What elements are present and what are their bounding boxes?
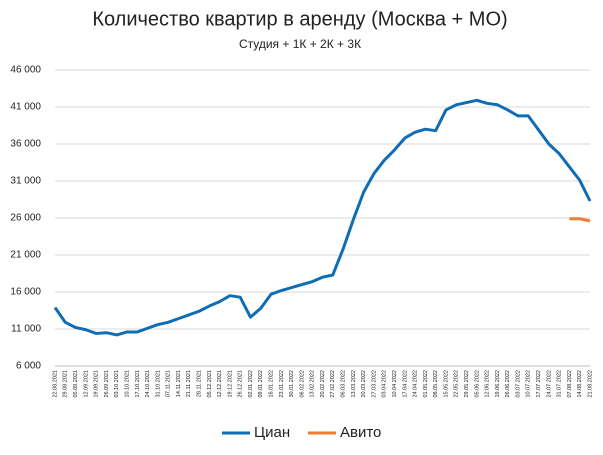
x-tick-label: 14.08.2022 [577, 370, 583, 398]
y-tick-label: 16 000 [10, 287, 41, 298]
x-tick-label: 19.06.2022 [495, 370, 501, 398]
x-tick-label: 17.04.2022 [402, 370, 408, 398]
chart-subtitle: Студия + 1К + 2К + 3К [239, 37, 361, 51]
x-tick-label: 10.04.2022 [392, 370, 398, 398]
x-tick-label: 30.01.2022 [289, 370, 295, 398]
x-tick-label: 29.05.2022 [464, 370, 470, 398]
x-tick-label: 17.07.2022 [536, 370, 542, 398]
x-tick-label: 07.08.2022 [567, 370, 573, 398]
x-tick-label: 23.01.2022 [279, 370, 285, 398]
legend-label: Циан [254, 424, 290, 441]
x-tick-label: 27.02.2022 [330, 370, 336, 398]
x-tick-label: 10.10.2021 [124, 370, 130, 398]
x-tick-label: 13.03.2022 [351, 370, 357, 398]
x-tick-label: 31.07.2022 [557, 370, 563, 398]
x-tick-label: 22.05.2022 [454, 370, 460, 398]
x-tick-label: 03.07.2022 [515, 370, 521, 398]
y-tick-label: 6 000 [16, 361, 41, 372]
x-tick-label: 10.07.2022 [526, 370, 532, 398]
x-tick-label: 03.10.2021 [114, 370, 120, 398]
x-tick-label: 12.09.2021 [83, 370, 89, 398]
x-tick-label: 01.05.2022 [423, 370, 429, 398]
x-tick-label: 19.09.2021 [94, 370, 100, 398]
x-tick-label: 12.06.2022 [485, 370, 491, 398]
x-tick-label: 03.04.2022 [382, 370, 388, 398]
x-tick-label: 05.09.2021 [73, 370, 79, 398]
y-tick-label: 11 000 [11, 324, 41, 335]
x-tick-label: 05.12.2021 [207, 370, 213, 398]
x-tick-label: 06.02.2022 [299, 370, 305, 398]
series-line [569, 217, 591, 223]
x-tick-label: 15.05.2022 [443, 370, 449, 398]
x-tick-label: 24.07.2022 [546, 370, 552, 398]
chart-title: Количество квартир в аренду (Москва + МО… [92, 8, 507, 30]
x-tick-label: 19.12.2021 [227, 370, 233, 398]
x-tick-label: 12.12.2021 [217, 370, 223, 398]
x-tick-label: 29.08.2021 [63, 370, 69, 398]
x-tick-label: 27.03.2022 [371, 370, 377, 398]
x-tick-label: 14.11.2021 [176, 370, 182, 397]
x-tick-label: 17.10.2021 [135, 370, 141, 398]
y-tick-label: 21 000 [10, 250, 41, 261]
x-tick-label: 26.09.2021 [104, 370, 110, 398]
series-line [53, 98, 592, 337]
y-tick-label: 36 000 [10, 139, 41, 150]
x-tick-label: 06.03.2022 [341, 370, 347, 398]
y-tick-label: 41 000 [10, 102, 41, 113]
y-tick-label: 31 000 [10, 176, 41, 187]
y-tick-label: 46 000 [10, 65, 41, 76]
x-tick-label: 05.06.2022 [474, 370, 480, 398]
x-tick-label: 26.06.2022 [505, 370, 511, 398]
x-tick-label: 20.03.2022 [361, 370, 367, 398]
x-tick-label: 08.05.2022 [433, 370, 439, 398]
x-tick-label: 13.02.2022 [310, 370, 316, 398]
x-tick-label: 24.04.2022 [413, 370, 419, 398]
x-tick-label: 24.10.2021 [145, 370, 151, 398]
x-tick-label: 21.08.2022 [587, 370, 593, 398]
y-tick-label: 26 000 [10, 213, 41, 224]
x-tick-label: 21.11.2021 [186, 370, 192, 397]
x-tick-label: 20.02.2022 [320, 370, 326, 398]
x-tick-label: 02.01.2022 [248, 370, 254, 398]
x-tick-label: 31.10.2021 [155, 370, 161, 398]
x-tick-label: 26.12.2021 [238, 370, 244, 398]
x-tick-label: 28.11.2021 [196, 370, 202, 397]
x-tick-label: 07.11.2021 [166, 370, 172, 397]
legend-label: Авито [340, 424, 381, 441]
x-tick-label: 09.01.2022 [258, 370, 264, 398]
x-tick-label: 22.08.2021 [52, 370, 58, 398]
x-tick-label: 16.01.2022 [269, 370, 275, 398]
